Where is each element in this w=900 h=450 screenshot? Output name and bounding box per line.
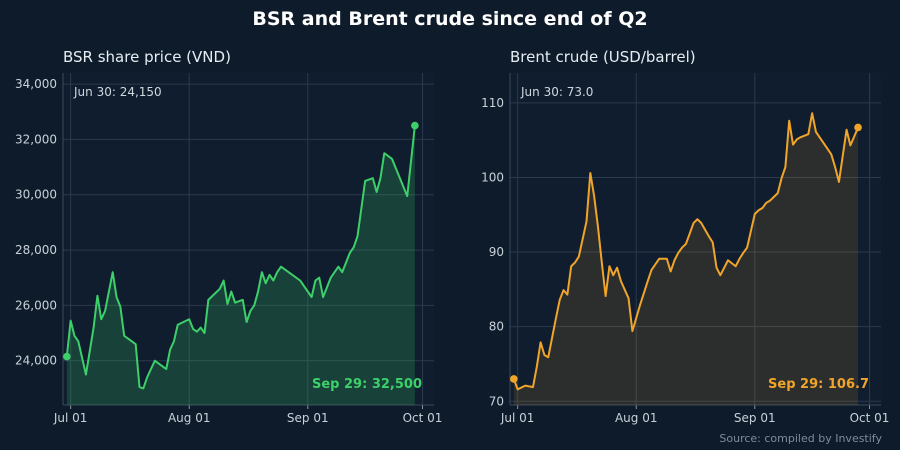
bsr-start-note: Jun 30: 24,150 (73, 85, 162, 99)
bsr-line (65, 125, 416, 390)
brent-x-tick-label: Jul 01 (500, 411, 535, 425)
bsr-y-tick-label: 26,000 (15, 298, 57, 312)
brent-x-tick-label: Oct 01 (850, 411, 890, 425)
brent-end-point (854, 123, 862, 132)
bsr-area (66, 125, 415, 406)
brent-x-tick-label: Sep 01 (734, 411, 776, 425)
brent-y-tick-label: 100 (481, 170, 504, 184)
chart-title: BSR and Brent crude since end of Q2 (252, 8, 648, 30)
source-note: Source: compiled by Investify (719, 432, 882, 445)
brent-start-note: Jun 30: 73.0 (520, 85, 593, 99)
brent-y-tick-label: 70 (489, 394, 504, 408)
bsr-x-tick-label: Aug 01 (168, 411, 211, 425)
brent-end-label: Sep 29: 106.7 (768, 377, 869, 392)
bsr-panel-title: BSR share price (VND) (63, 48, 231, 66)
brent-y-tick-label: 110 (481, 96, 504, 110)
bsr-y-tick-label: 34,000 (15, 77, 57, 91)
bsr-x-tick-label: Sep 01 (287, 411, 329, 425)
brent-line (512, 112, 859, 391)
brent-plot-area (510, 73, 881, 405)
brent-start-point (510, 375, 518, 383)
brent-panel-title: Brent crude (USD/barrel) (510, 48, 696, 66)
bsr-end-label: Sep 29: 32,500 (312, 377, 422, 392)
bsr-x-tick-label: Oct 01 (403, 411, 443, 425)
bsr-end-point (411, 121, 419, 130)
bsr-x-tick-label: Jul 01 (53, 411, 88, 425)
brent-y-tick-label: 80 (489, 320, 504, 334)
brent-y-tick-label: 90 (489, 245, 504, 259)
bsr-y-tick-label: 30,000 (15, 188, 57, 202)
brent-x-tick-label: Aug 01 (615, 411, 658, 425)
bsr-start-point (63, 352, 71, 361)
brent-area (513, 113, 859, 405)
bsr-y-tick-label: 32,000 (15, 132, 57, 146)
bsr-y-tick-label: 24,000 (15, 354, 57, 368)
bsr-plot-area (63, 73, 434, 405)
bsr-y-tick-label: 28,000 (15, 243, 57, 257)
